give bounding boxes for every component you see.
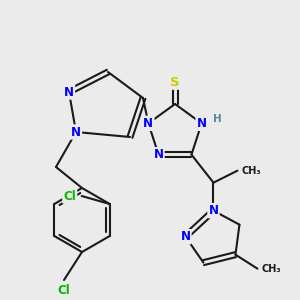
Text: H: H — [213, 114, 222, 124]
Text: N: N — [154, 148, 164, 161]
Text: N: N — [64, 85, 74, 98]
Text: N: N — [181, 230, 190, 243]
Text: N: N — [143, 117, 153, 130]
Text: N: N — [71, 125, 81, 139]
Text: N: N — [208, 204, 218, 217]
Text: CH₃: CH₃ — [262, 264, 281, 274]
Text: N: N — [196, 117, 207, 130]
Text: S: S — [170, 76, 180, 88]
Text: Cl: Cl — [58, 284, 70, 296]
Text: CH₃: CH₃ — [242, 166, 261, 176]
Text: Cl: Cl — [63, 190, 76, 202]
